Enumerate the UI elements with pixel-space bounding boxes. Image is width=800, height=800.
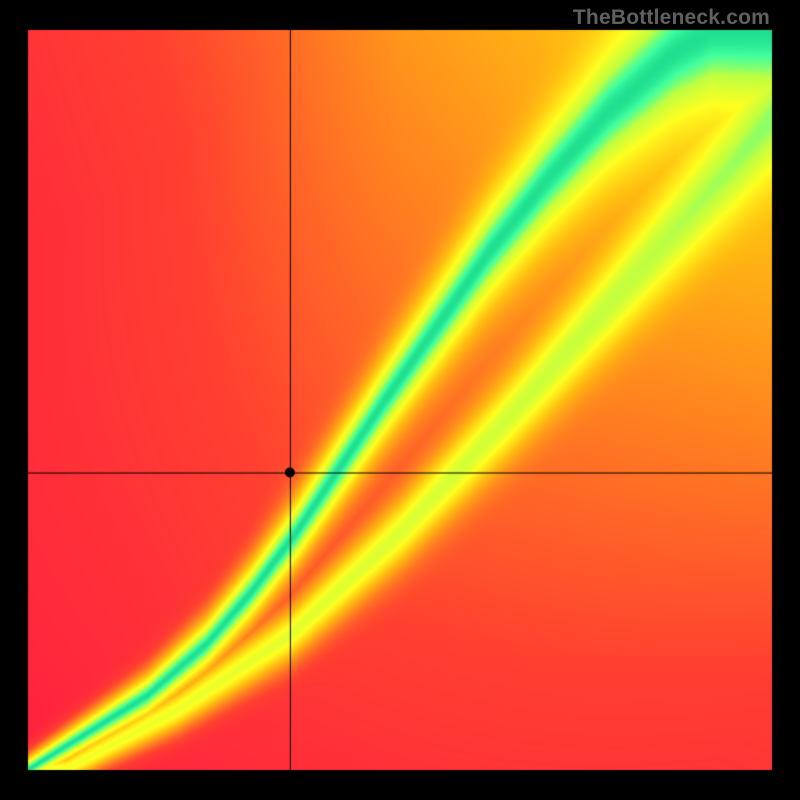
bottleneck-heatmap-canvas bbox=[0, 0, 800, 800]
watermark-text: TheBottleneck.com bbox=[573, 6, 770, 30]
